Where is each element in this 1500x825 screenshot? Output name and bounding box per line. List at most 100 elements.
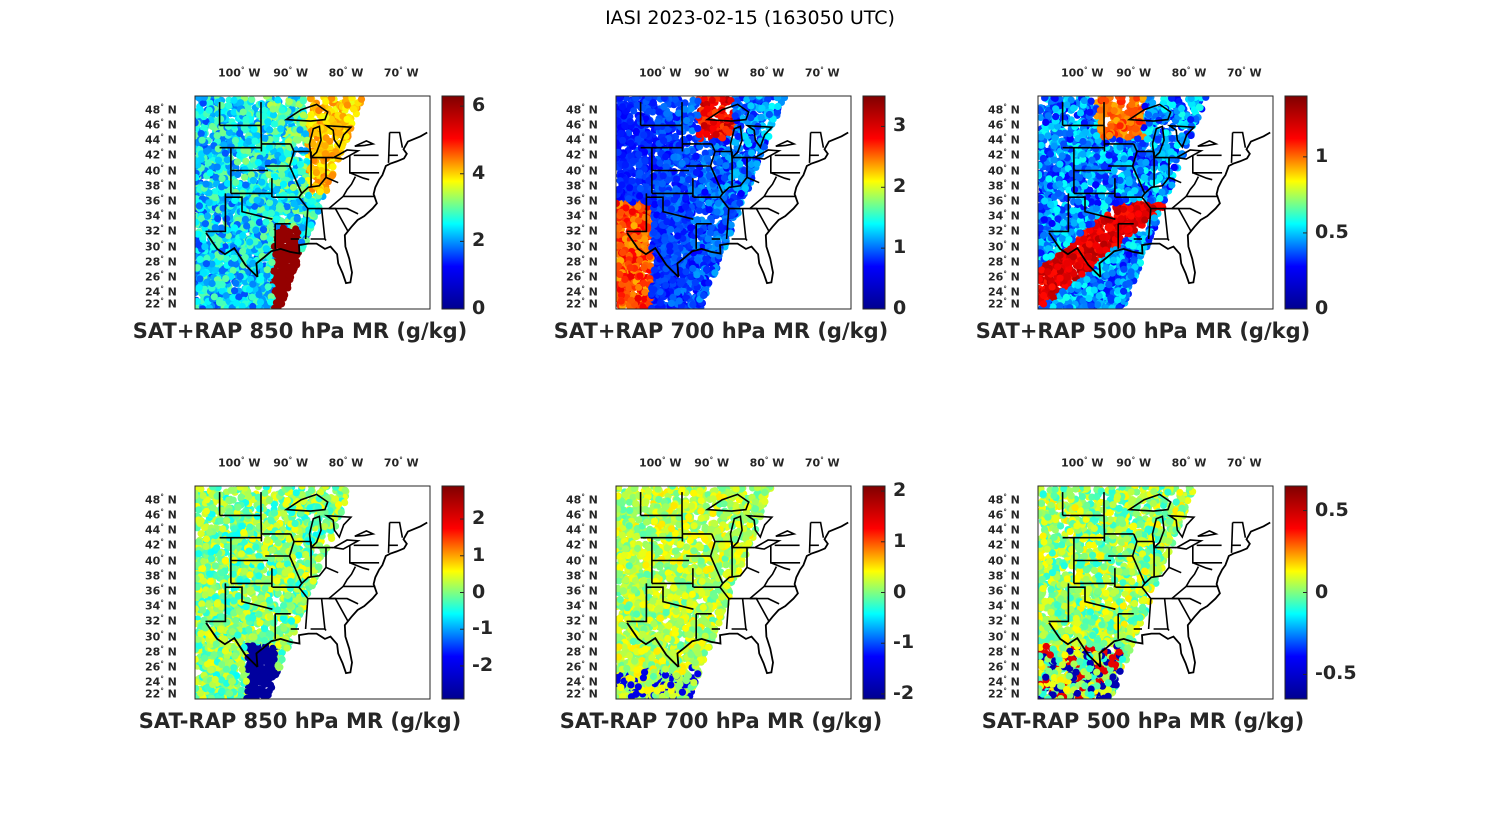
hemisphere-n: N [588,630,598,644]
longitude-tick-label: 90° W [273,66,308,80]
hemisphere-n: N [167,179,177,193]
latitude-value: 38 [566,179,582,193]
swath-data-points [191,482,350,703]
hemisphere-n: N [167,554,177,568]
latitude-value: 24 [145,285,161,299]
degree-symbol: ° [160,614,164,623]
degree-symbol: ° [1003,538,1007,547]
latitude-tick-label: 46° N [988,508,1020,522]
hemisphere-n: N [167,240,177,254]
panel-title: SAT+RAP 500 hPa MR (g/kg) [975,319,1311,343]
latitude-tick-label: 44° N [988,133,1020,147]
latitude-tick-label: 32° N [988,614,1020,628]
degree-symbol: ° [581,538,585,547]
degree-symbol: ° [160,629,164,638]
latitude-tick-label: 40° N [145,554,177,568]
longitude-tick-label: 90° W [694,456,729,470]
latitude-tick-label: 46° N [145,118,177,132]
longitude-value: 90 [1116,66,1132,80]
degree-symbol: ° [399,66,403,74]
degree-symbol: ° [1003,675,1007,684]
latitude-value: 36 [145,584,161,598]
latitude-tick-label: 36° N [566,584,598,598]
degree-symbol: ° [1003,270,1007,279]
panel-title: SAT+RAP 700 hPa MR (g/kg) [553,319,889,343]
hemisphere-n: N [167,508,177,522]
latitude-tick-label: 44° N [566,133,598,147]
latitude-value: 28 [988,645,1004,659]
latitude-value: 28 [566,645,582,659]
latitude-value: 24 [566,285,582,299]
longitude-tick-label: 70° W [1227,456,1262,470]
degree-symbol: ° [581,270,585,279]
hemisphere-n: N [1010,584,1020,598]
degree-symbol: ° [160,285,164,294]
latitude-tick-label: 22° N [145,297,177,311]
hemisphere-w: W [1249,66,1262,80]
latitude-tick-label: 26° N [566,660,598,674]
hemisphere-n: N [588,179,598,193]
latitude-value: 46 [566,508,582,522]
latitude-value: 22 [145,687,161,701]
panel-sat-minus-rap-850: 2 1 0 -1 -2 100° W 90° W 80° W 70° W 48° N 46° N 44… [105,445,493,745]
hemisphere-n: N [1010,270,1020,284]
hemisphere-n: N [588,569,598,583]
geography-lines [626,492,849,675]
map-frame [1037,485,1274,700]
latitude-value: 24 [988,675,1004,689]
latitude-tick-label: 48° N [145,493,177,507]
hemisphere-n: N [1010,255,1020,269]
latitude-tick-label: 30° N [145,240,177,254]
map-plot [948,55,1328,355]
degree-symbol: ° [581,297,585,305]
latitude-tick-label: 44° N [145,523,177,537]
hemisphere-n: N [167,164,177,178]
degree-symbol: ° [160,102,164,111]
degree-symbol: ° [160,507,164,516]
latitude-tick-label: 36° N [145,194,177,208]
latitude-tick-label: 42° N [145,538,177,552]
longitude-tick-label: 70° W [384,66,419,80]
degree-symbol: ° [581,102,585,111]
latitude-value: 40 [145,164,161,178]
longitude-tick-label: 70° W [1227,66,1262,80]
hemisphere-n: N [588,584,598,598]
hemisphere-n: N [588,240,598,254]
hemisphere-w: W [669,456,682,470]
degree-symbol: ° [581,507,585,516]
colorbar [1284,95,1308,310]
hemisphere-w: W [295,456,309,470]
latitude-value: 22 [566,687,582,701]
degree-symbol: ° [1003,629,1007,638]
hemisphere-n: N [588,270,598,284]
colorbar-tick-label: 0 [472,297,486,319]
colorbar-tick-label: 0 [893,580,907,603]
latitude-tick-label: 26° N [988,660,1020,674]
hemisphere-n: N [1010,523,1020,537]
map-frame [615,95,852,310]
degree-symbol: ° [1003,660,1007,669]
degree-symbol: ° [160,297,164,305]
latitude-value: 46 [145,508,161,522]
hemisphere-n: N [588,103,598,117]
latitude-tick-label: 26° N [145,270,177,284]
hemisphere-n: N [588,675,598,689]
latitude-tick-label: 30° N [988,240,1020,254]
colorbar-tick-label: 3 [893,114,907,137]
degree-symbol: ° [1003,224,1007,233]
hemisphere-n: N [588,194,598,208]
longitude-value: 80 [1171,456,1187,470]
degree-symbol: ° [1083,456,1088,464]
map-frame [194,485,431,700]
hemisphere-n: N [1010,103,1020,117]
panel-title: SAT+RAP 850 hPa MR (g/kg) [132,319,468,343]
hemisphere-w: W [1249,456,1262,470]
latitude-value: 40 [145,554,161,568]
latitude-value: 26 [566,270,582,284]
panel-title: SAT-RAP 850 hPa MR (g/kg) [138,709,462,733]
hemisphere-n: N [167,255,177,269]
degree-symbol: ° [709,66,714,74]
latitude-value: 34 [145,209,161,223]
degree-symbol: ° [1003,568,1007,577]
latitude-value: 38 [145,179,161,193]
